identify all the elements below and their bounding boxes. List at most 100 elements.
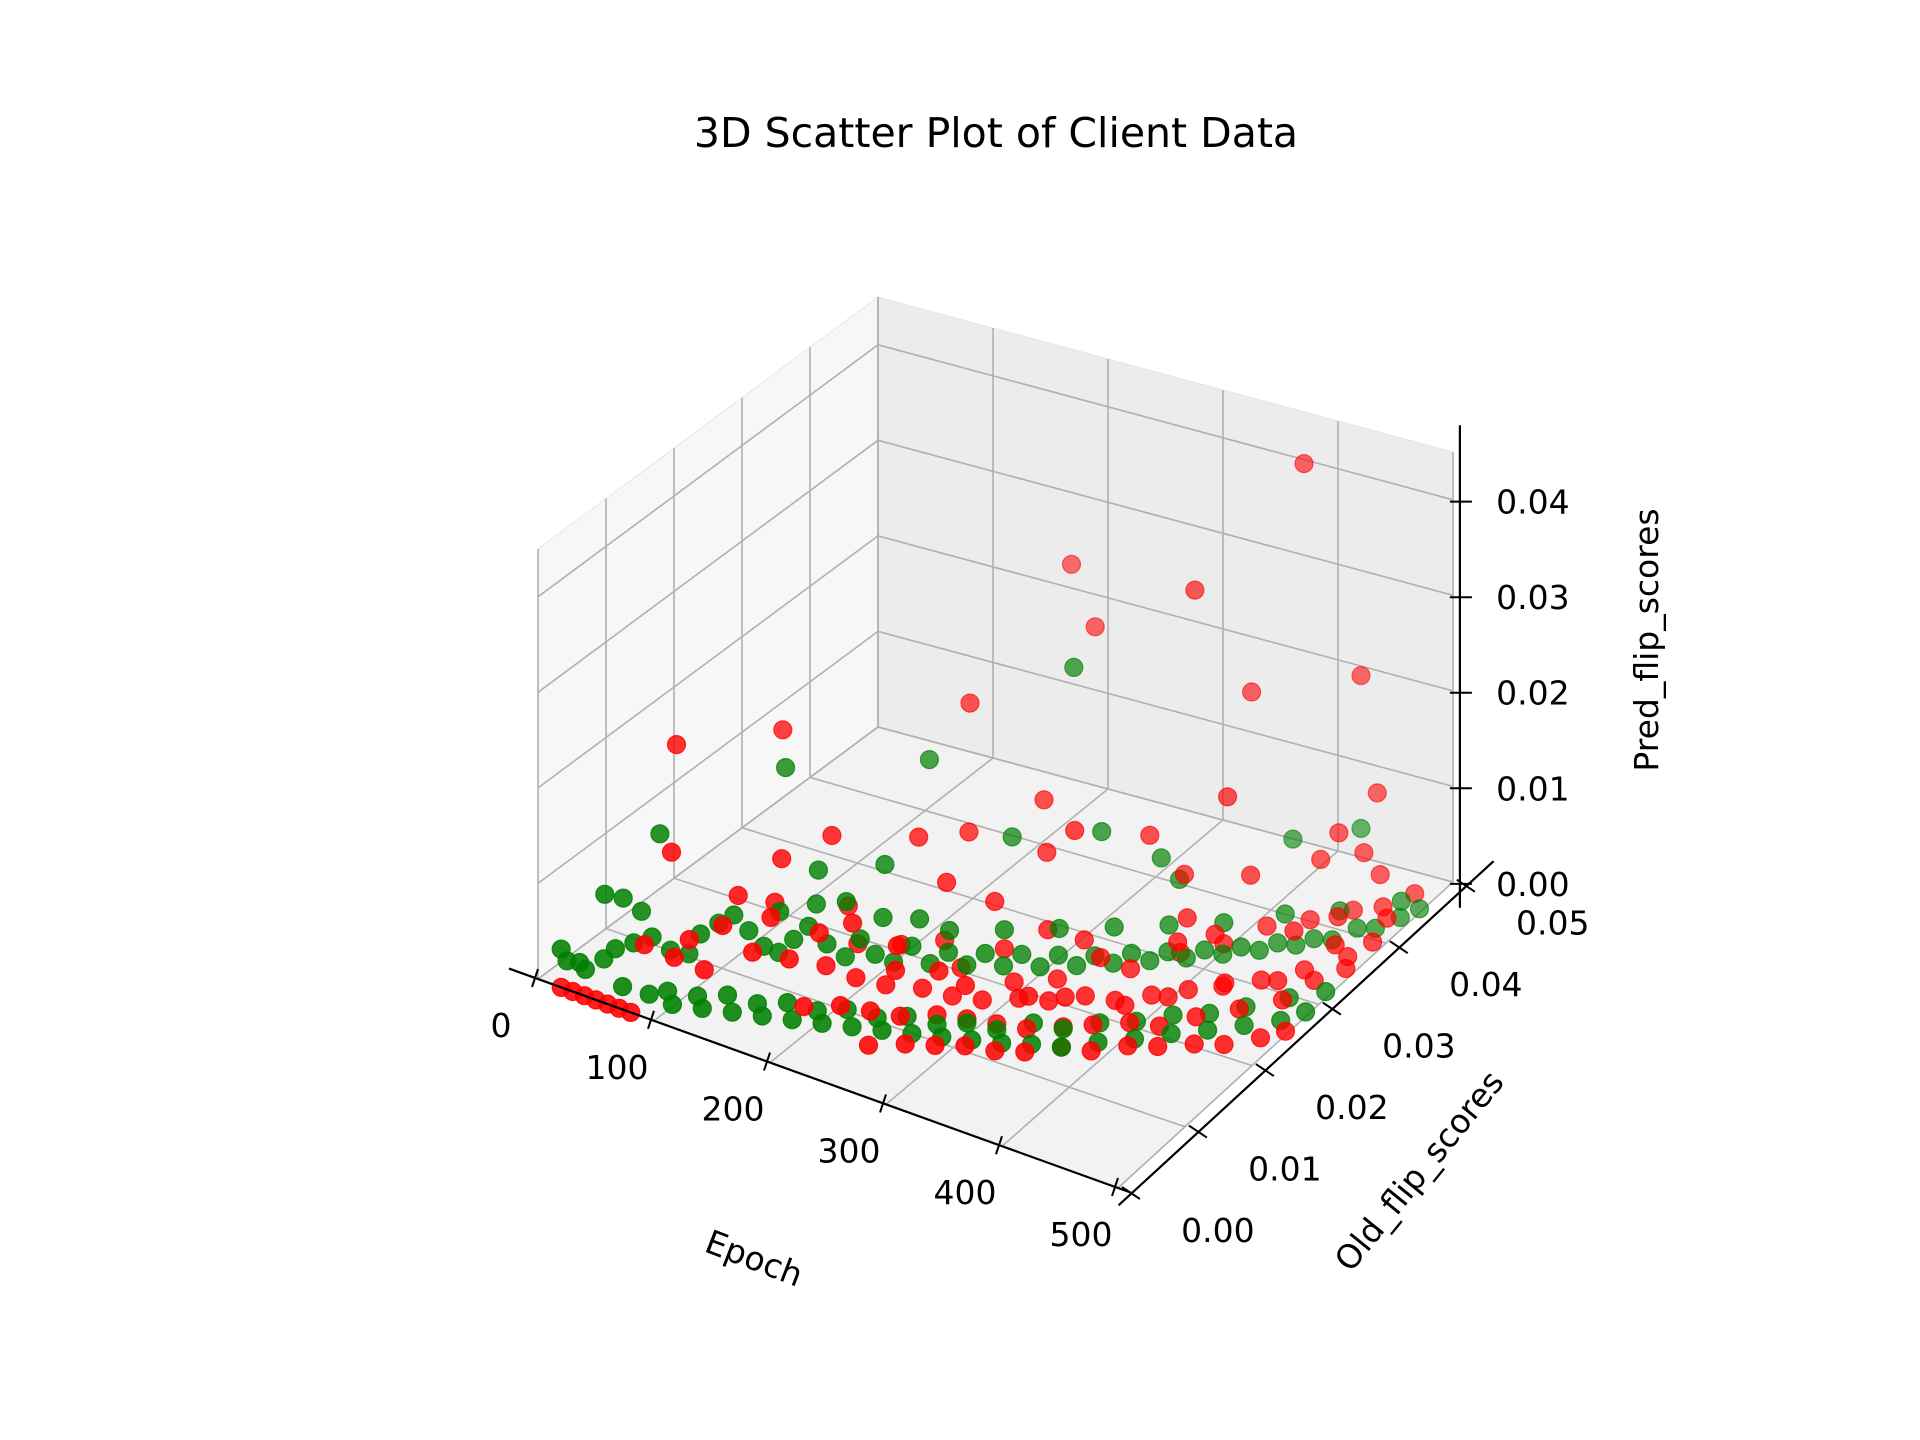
x-tick-label: 500 <box>1050 1215 1113 1254</box>
y-tick-label: 0.03 <box>1382 1027 1455 1066</box>
red-point <box>742 942 763 962</box>
z-tick-label: 0.01 <box>1496 769 1569 808</box>
red-point <box>895 1034 915 1054</box>
red-point <box>1085 617 1105 637</box>
green-point <box>722 1002 742 1022</box>
z-tick-label: 0.04 <box>1496 483 1569 522</box>
red-point <box>955 975 976 996</box>
green-point <box>557 951 577 971</box>
green-point <box>575 959 596 980</box>
red-point <box>1081 1041 1101 1061</box>
red-point <box>955 1036 975 1056</box>
red-point <box>1055 987 1075 1007</box>
green-point <box>1092 821 1112 842</box>
red-point <box>1039 991 1059 1011</box>
green-point <box>1064 657 1084 678</box>
green-point <box>939 920 960 941</box>
red-point <box>830 995 851 1016</box>
x-tick <box>879 1094 887 1113</box>
x-tick <box>647 1010 655 1030</box>
green-point <box>957 955 977 975</box>
green-point <box>595 884 615 904</box>
y-tick-label: 0.04 <box>1449 965 1522 1004</box>
green-point <box>909 909 930 929</box>
red-point <box>1268 971 1288 991</box>
red-point <box>713 915 733 936</box>
green-point <box>1048 945 1069 965</box>
red-point <box>773 720 793 740</box>
green-point <box>1316 981 1336 1002</box>
red-point <box>1091 947 1111 968</box>
green-point <box>994 920 1015 940</box>
red-point <box>1174 864 1195 884</box>
x-tick-label: 200 <box>702 1090 765 1129</box>
red-point <box>1229 999 1249 1019</box>
red-point <box>666 734 687 755</box>
x-tick-label: 0 <box>491 1006 512 1045</box>
red-point <box>985 891 1005 912</box>
red-point <box>1351 665 1371 686</box>
red-point <box>959 822 979 842</box>
green-point <box>865 944 885 964</box>
red-point <box>1047 969 1068 989</box>
green-point <box>1161 1023 1181 1044</box>
red-point <box>1034 790 1054 810</box>
x-tick-label: 100 <box>586 1048 649 1087</box>
red-point <box>1240 865 1261 885</box>
green-point <box>1347 918 1367 938</box>
red-point <box>1120 959 1141 979</box>
x-axis-line <box>508 967 1133 1195</box>
red-point <box>1158 987 1178 1007</box>
green-point <box>1163 1005 1183 1025</box>
green-point <box>919 749 940 770</box>
red-point <box>1329 823 1349 843</box>
green-point <box>1140 951 1160 971</box>
red-point <box>1294 454 1314 474</box>
red-point <box>1184 1034 1204 1054</box>
green-point <box>842 1017 862 1037</box>
green-point <box>993 956 1014 976</box>
red-point <box>846 968 866 988</box>
green-point <box>850 929 870 949</box>
green-point <box>752 1006 772 1026</box>
green-point <box>872 1020 892 1040</box>
green-point <box>1176 948 1196 968</box>
y-tick-label: 0.02 <box>1315 1088 1388 1127</box>
green-point <box>1053 1019 1073 1039</box>
green-point <box>806 894 827 914</box>
red-point <box>772 849 792 869</box>
red-point <box>876 975 896 995</box>
red-point <box>1311 849 1331 870</box>
red-point <box>1217 787 1238 807</box>
green-point <box>1012 944 1032 965</box>
green-point <box>812 1013 832 1033</box>
red-point <box>1018 986 1039 1006</box>
green-point <box>777 992 798 1013</box>
z-grid-line <box>537 630 1454 885</box>
red-point <box>860 1001 881 1021</box>
red-point <box>1140 825 1160 845</box>
x-tick <box>531 968 539 988</box>
red-point <box>1300 910 1320 930</box>
red-point <box>1074 930 1094 950</box>
red-point <box>1354 843 1374 863</box>
red-point <box>1075 986 1095 1006</box>
red-point <box>942 986 963 1006</box>
red-point <box>1168 932 1188 952</box>
green-point <box>938 942 959 962</box>
red-point <box>1304 970 1324 991</box>
red-point <box>972 990 992 1010</box>
y-axis-line <box>1117 860 1495 1207</box>
red-point <box>936 872 957 893</box>
green-point <box>1049 918 1069 939</box>
red-point <box>679 929 699 950</box>
red-point <box>661 842 682 862</box>
z-tick-label: 0.00 <box>1496 865 1569 904</box>
green-point <box>1002 827 1022 847</box>
green-point <box>1151 848 1171 868</box>
green-point <box>1051 1037 1072 1057</box>
z-grid-line <box>537 439 1454 693</box>
green-point <box>1194 940 1215 960</box>
green-point <box>957 1013 977 1033</box>
